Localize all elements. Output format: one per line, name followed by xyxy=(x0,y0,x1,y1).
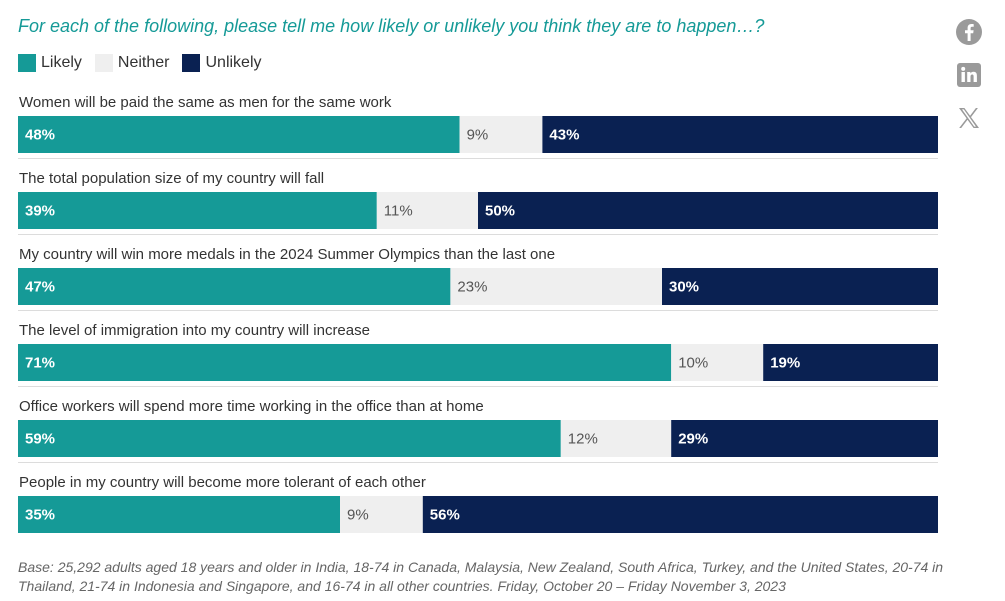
bar-neither xyxy=(376,192,478,229)
bar-unlikely xyxy=(763,344,938,381)
data-label-neither: 12% xyxy=(568,431,598,448)
data-label-unlikely: 43% xyxy=(549,127,579,144)
bar-likely xyxy=(18,192,377,229)
data-label-likely: 48% xyxy=(25,127,55,144)
stacked-bar-chart: Women will be paid the same as men for t… xyxy=(18,94,938,533)
data-label-unlikely: 56% xyxy=(430,507,460,524)
facebook-icon[interactable] xyxy=(955,18,983,46)
data-label-neither: 9% xyxy=(467,127,489,144)
bar-unlikely xyxy=(671,420,938,457)
bar-likely xyxy=(18,496,340,533)
footnote: Base: 25,292 adults aged 18 years and ol… xyxy=(18,559,944,594)
data-label-unlikely: 30% xyxy=(669,279,699,296)
data-label-neither: 10% xyxy=(678,355,708,372)
chart-title: For each of the following, please tell m… xyxy=(18,16,765,36)
legend-swatch-unlikely xyxy=(182,54,201,72)
legend-item-unlikely: Unlikely xyxy=(182,54,262,72)
data-label-unlikely: 19% xyxy=(770,355,800,372)
bar-likely xyxy=(18,116,460,153)
data-label-unlikely: 29% xyxy=(678,431,708,448)
bar-neither xyxy=(459,116,543,153)
legend-swatch-neither xyxy=(94,54,113,72)
category-label: Office workers will spend more time work… xyxy=(19,398,484,415)
linkedin-icon[interactable] xyxy=(955,61,983,89)
category-label: People in my country will become more to… xyxy=(19,474,426,491)
bar-neither xyxy=(340,496,423,533)
bar-likely xyxy=(18,344,672,381)
legend-item-likely: Likely xyxy=(18,54,82,72)
bar-unlikely xyxy=(662,268,938,305)
category-label: Women will be paid the same as men for t… xyxy=(19,94,392,111)
data-label-likely: 39% xyxy=(25,203,55,220)
legend-item-neither: Neither xyxy=(94,54,170,72)
data-label-likely: 35% xyxy=(25,507,55,524)
legend-label-neither: Neither xyxy=(117,54,170,71)
data-label-neither: 23% xyxy=(457,279,487,296)
data-label-likely: 59% xyxy=(25,431,55,448)
category-label: The total population size of my country … xyxy=(19,170,324,187)
bar-likely xyxy=(18,420,561,457)
data-label-unlikely: 50% xyxy=(485,203,515,220)
legend-label-unlikely: Unlikely xyxy=(205,54,262,71)
legend-label-likely: Likely xyxy=(41,54,82,71)
data-label-neither: 11% xyxy=(384,203,413,220)
data-label-likely: 71% xyxy=(25,355,55,372)
bar-neither xyxy=(450,268,662,305)
legend: Likely Neither Unlikely xyxy=(18,54,275,72)
legend-swatch-likely xyxy=(18,54,36,72)
category-label: My country will win more medals in the 2… xyxy=(19,246,555,263)
data-label-neither: 9% xyxy=(347,507,369,524)
bar-neither xyxy=(671,344,764,381)
bar-unlikely xyxy=(422,496,938,533)
x-icon[interactable] xyxy=(955,104,983,132)
bar-unlikely xyxy=(478,192,938,229)
bar-unlikely xyxy=(542,116,938,153)
category-label: The level of immigration into my country… xyxy=(19,322,370,339)
bar-neither xyxy=(560,420,672,457)
data-label-likely: 47% xyxy=(25,279,55,296)
bar-likely xyxy=(18,268,451,305)
